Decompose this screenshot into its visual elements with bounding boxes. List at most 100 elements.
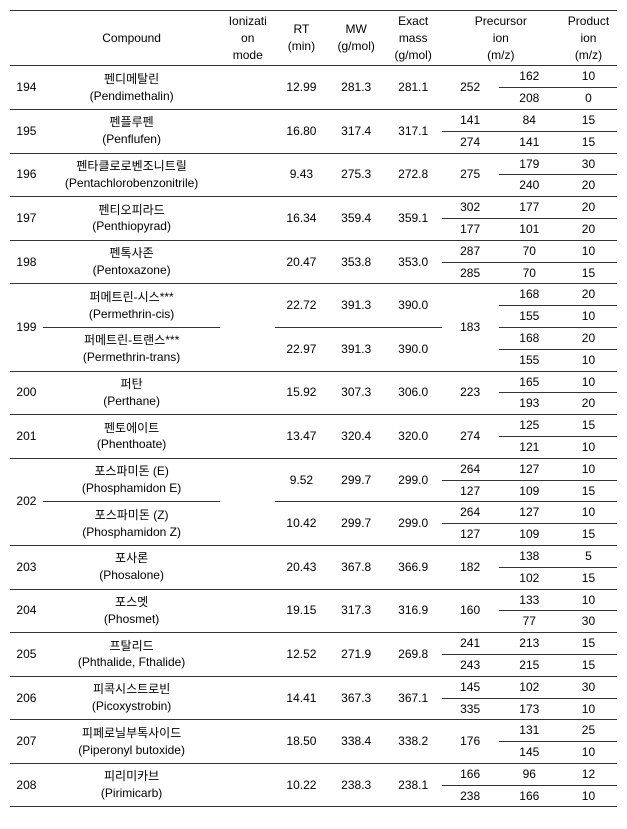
cell-compound: 퍼메트린-시스***(Permethrin-cis) xyxy=(43,284,220,328)
cell-mw: 271.9 xyxy=(328,633,385,677)
cell-product: 20 xyxy=(560,197,617,219)
cell-prec-shared: 141 xyxy=(442,109,499,131)
cell-prec-shared: 127 xyxy=(442,524,499,546)
cell-precursor: 131 xyxy=(499,720,560,742)
cell-prec-shared: 285 xyxy=(442,262,499,284)
cell-rt: 14.41 xyxy=(275,676,328,720)
cell-product: 10 xyxy=(560,458,617,480)
cell-compound: 피콕시스트로빈(Picoxystrobin) xyxy=(43,676,220,720)
table-row: 204포스멧(Phosmet)19.15317.3316.916013310 xyxy=(10,589,617,611)
cell-precursor: 127 xyxy=(499,502,560,524)
cell-prec-shared: 182 xyxy=(442,545,499,589)
table-body: 194펜디메탈린(Pendimethalin)12.99281.3281.125… xyxy=(10,66,617,807)
cell-prec-shared: 302 xyxy=(442,197,499,219)
cell-compound: 피페로닐부톡사이드(Piperonyl butoxide) xyxy=(43,720,220,764)
cell-precursor: 215 xyxy=(499,654,560,676)
cell-product: 15 xyxy=(560,262,617,284)
cell-product: 15 xyxy=(560,131,617,153)
cell-product: 10 xyxy=(560,698,617,720)
cell-ionization xyxy=(220,676,275,720)
cell-precursor: 179 xyxy=(499,153,560,175)
cell-product: 15 xyxy=(560,109,617,131)
cell-rt: 16.34 xyxy=(275,197,328,241)
cell-compound: 펜토에이트(Phenthoate) xyxy=(43,415,220,459)
cell-precursor: 127 xyxy=(499,458,560,480)
cell-exact: 390.0 xyxy=(385,327,442,371)
cell-prec-shared: 274 xyxy=(442,415,499,459)
cell-mw: 320.4 xyxy=(328,415,385,459)
cell-ionization xyxy=(220,720,275,764)
table-row: 203포사론(Phosalone)20.43367.8366.91821385 xyxy=(10,545,617,567)
cell-precursor: 155 xyxy=(499,349,560,371)
cell-product: 30 xyxy=(560,153,617,175)
cell-product: 10 xyxy=(560,436,617,458)
cell-ionization xyxy=(220,633,275,677)
cell-mw: 391.3 xyxy=(328,327,385,371)
cell-idx: 195 xyxy=(10,109,43,153)
cell-product: 0 xyxy=(560,88,617,110)
cell-product: 20 xyxy=(560,327,617,349)
cell-prec-shared: 275 xyxy=(442,153,499,197)
cell-product: 20 xyxy=(560,393,617,415)
cell-product: 10 xyxy=(560,502,617,524)
cell-idx: 202 xyxy=(10,458,43,545)
cell-precursor: 208 xyxy=(499,88,560,110)
cell-product: 25 xyxy=(560,720,617,742)
cell-product: 12 xyxy=(560,763,617,785)
cell-product: 20 xyxy=(560,175,617,197)
cell-mw: 353.8 xyxy=(328,240,385,284)
cell-idx: 208 xyxy=(10,763,43,807)
hdr xyxy=(10,11,43,66)
cell-idx: 206 xyxy=(10,676,43,720)
cell-ionization xyxy=(220,66,275,110)
cell-ionization xyxy=(220,763,275,807)
cell-precursor: 77 xyxy=(499,611,560,633)
cell-precursor: 141 xyxy=(499,131,560,153)
cell-precursor: 166 xyxy=(499,785,560,807)
cell-rt: 20.43 xyxy=(275,545,328,589)
cell-product: 15 xyxy=(560,567,617,589)
cell-precursor: 162 xyxy=(499,66,560,88)
cell-precursor: 155 xyxy=(499,306,560,328)
cell-prec-shared: 243 xyxy=(442,654,499,676)
table-row: 196펜타클로로벤조니트릴(Pentachlorobenzonitrile)9.… xyxy=(10,153,617,175)
cell-precursor: 84 xyxy=(499,109,560,131)
cell-precursor: 70 xyxy=(499,262,560,284)
cell-prec-shared: 335 xyxy=(442,698,499,720)
cell-product: 10 xyxy=(560,66,617,88)
cell-prec-shared: 274 xyxy=(442,131,499,153)
cell-precursor: 102 xyxy=(499,676,560,698)
cell-exact: 238.1 xyxy=(385,763,442,807)
cell-exact: 317.1 xyxy=(385,109,442,153)
cell-exact: 338.2 xyxy=(385,720,442,764)
cell-mw: 367.8 xyxy=(328,545,385,589)
cell-exact: 390.0 xyxy=(385,284,442,328)
cell-rt: 22.72 xyxy=(275,284,328,328)
cell-rt: 19.15 xyxy=(275,589,328,633)
cell-ionization xyxy=(220,545,275,589)
cell-ionization xyxy=(220,371,275,415)
cell-rt: 9.52 xyxy=(275,458,328,502)
cell-rt: 12.99 xyxy=(275,66,328,110)
cell-product: 10 xyxy=(560,240,617,262)
cell-compound: 포스파미돈 (E)(Phosphamidon E) xyxy=(43,458,220,502)
cell-idx: 194 xyxy=(10,66,43,110)
cell-exact: 306.0 xyxy=(385,371,442,415)
cell-compound: 펜티오피라드(Penthiopyrad) xyxy=(43,197,220,241)
cell-ionization xyxy=(220,153,275,197)
cell-mw: 307.3 xyxy=(328,371,385,415)
cell-prec-shared: 183 xyxy=(442,284,499,371)
cell-rt: 13.47 xyxy=(275,415,328,459)
cell-mw: 299.7 xyxy=(328,502,385,546)
cell-product: 30 xyxy=(560,611,617,633)
cell-mw: 317.4 xyxy=(328,109,385,153)
cell-prec-shared: 145 xyxy=(442,676,499,698)
cell-precursor: 177 xyxy=(499,197,560,219)
cell-exact: 353.0 xyxy=(385,240,442,284)
cell-product: 5 xyxy=(560,545,617,567)
cell-product: 15 xyxy=(560,415,617,437)
cell-ionization xyxy=(220,197,275,241)
cell-rt: 10.22 xyxy=(275,763,328,807)
cell-mw: 367.3 xyxy=(328,676,385,720)
cell-product: 15 xyxy=(560,633,617,655)
